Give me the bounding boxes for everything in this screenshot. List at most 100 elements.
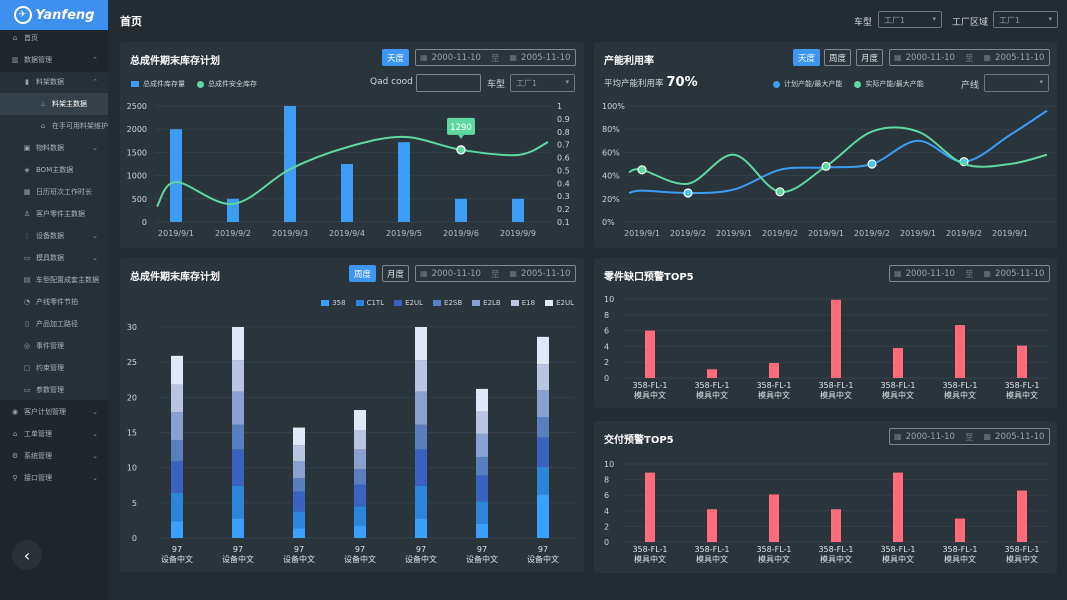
inventory-panel: 0 500 1000 1500 2000 2500 0.1 0.2 0.3 0.4 0.5 0.6 0.… — [120, 42, 584, 248]
date-range-picker[interactable]: ▦ 2000-11-10 至 ▦ 2005-11-10 — [415, 265, 576, 282]
sidebar-item[interactable]: ⌂ 工单管理 ⌄ — [0, 423, 108, 445]
y-tick-label: 1500 — [127, 148, 147, 157]
sidebar-item[interactable]: ▭ 参数管理 — [0, 379, 108, 401]
sidebar-item[interactable]: ◔ 产线零件节拍 — [0, 291, 108, 313]
week-button[interactable]: 周度 — [824, 49, 852, 66]
sidebar-item[interactable]: ⌂ 在手可用料架维护 — [0, 115, 108, 137]
house-icon: ⌂ — [40, 122, 46, 130]
area-select[interactable]: 工厂1 — [993, 11, 1058, 28]
sidebar-item[interactable]: ▦ 日历班次工作时长 — [0, 181, 108, 203]
sidebar-item[interactable]: ▢ 约束管理 — [0, 357, 108, 379]
calendar-icon: ▦ — [983, 432, 992, 441]
legend: 358 C1TL E2UL E2SB E2LB E18 E2UL — [321, 299, 574, 307]
y-tick-label: 40% — [602, 172, 620, 181]
start-date[interactable]: 2000-11-10 — [431, 268, 481, 279]
sidebar-item[interactable]: ◉ 客户计划管理 ⌄ — [0, 401, 108, 423]
date-range-picker[interactable]: ▦ 2000-11-10 至 ▦ 2005-11-10 — [889, 49, 1050, 66]
date-range-picker[interactable]: ▦ 2000-11-10 至 ▦ 2005-11-10 — [889, 428, 1050, 445]
sidebar-item[interactable]: ⌂ 首页 — [0, 27, 108, 49]
sidebar-item-label: 数据管理 — [24, 56, 52, 64]
stacked-bar-segment — [171, 461, 183, 493]
end-date[interactable]: 2005-11-10 — [995, 268, 1045, 279]
x-tick-label: 358-FL-1 模具中文 — [1004, 381, 1039, 400]
chevron-down-icon[interactable]: ⌄ — [92, 474, 98, 482]
sidebar-item-label: 首页 — [24, 34, 38, 42]
legend-label: C1TL — [366, 299, 385, 307]
y-tick-label: 4 — [604, 507, 609, 516]
end-date[interactable]: 2005-11-10 — [995, 431, 1045, 442]
day-button[interactable]: 天度 — [793, 49, 821, 66]
sidebar-item[interactable]: ▯ 产品加工路径 — [0, 313, 108, 335]
stacked-bar-segment — [232, 360, 244, 392]
end-date[interactable]: 2005-11-10 — [521, 268, 571, 279]
end-date[interactable]: 2005-11-10 — [521, 52, 571, 63]
start-date[interactable]: 2000-11-10 — [431, 52, 481, 63]
car-type-select[interactable]: 工厂1 — [510, 74, 575, 92]
bar — [831, 509, 841, 542]
date-range-picker[interactable]: ▦ 2000-11-10 至 ▦ 2005-11-10 — [889, 265, 1050, 282]
sidebar-item[interactable]: ▤ 车型配置成套主数据 — [0, 269, 108, 291]
car-type-label: 车型 — [854, 18, 873, 28]
sidebar-item-label: 车型配置成套主数据 — [36, 276, 99, 284]
stacked-bar-segment — [171, 412, 183, 441]
sidebar-item-label: 物料数据 — [36, 144, 64, 152]
logo-icon: ✈ — [13, 6, 32, 24]
x-tick-label: 2019/9/1 — [716, 229, 752, 238]
sidebar-item[interactable]: ◎ 事件管理 — [0, 335, 108, 357]
month-button[interactable]: 月度 — [856, 49, 884, 66]
start-date[interactable]: 2000-11-10 — [905, 431, 955, 442]
calendar-icon: ▦ — [509, 269, 518, 278]
chevron-down-icon[interactable]: ⌄ — [92, 144, 98, 152]
sidebar-item[interactable]: ▭ 模具数据 ⌄ — [0, 247, 108, 269]
chevron-down-icon[interactable]: ⌄ — [92, 254, 98, 262]
sidebar-item[interactable]: ⚲ 接口管理 ⌄ — [0, 467, 108, 489]
stacked-bar-segment — [476, 433, 488, 458]
y-tick-label: 2500 — [127, 102, 147, 111]
car-type-select[interactable]: 工厂1 — [878, 11, 942, 28]
bar — [645, 472, 655, 542]
collapse-sidebar-button[interactable]: ‹ — [12, 540, 42, 570]
chevron-down-icon[interactable]: ⌄ — [92, 408, 98, 416]
date-separator: 至 — [964, 269, 974, 280]
chevron-up-icon[interactable]: ⌃ — [92, 78, 98, 86]
date-range-picker[interactable]: ▦ 2000-11-10 至 ▦ 2005-11-10 — [415, 49, 576, 66]
sidebar-item[interactable]: ▣ 物料数据 ⌄ — [0, 137, 108, 159]
line-label: 产线 — [961, 81, 980, 91]
panel-title: 交付预警TOP5 — [604, 435, 674, 446]
logo[interactable]: ✈ Yanfeng — [0, 0, 108, 30]
calendar-icon: ▦ — [420, 269, 428, 278]
stacked-bar-segment — [232, 391, 244, 425]
line-select[interactable] — [984, 74, 1049, 92]
sidebar-item[interactable]: ♙ 客户零件主数据 — [0, 203, 108, 225]
sidebar-item[interactable]: ⊥ 料架主数据 — [0, 93, 108, 115]
y-tick-label: 0.2 — [557, 205, 570, 214]
month-button[interactable]: 月度 — [382, 265, 410, 282]
y-tick-label: 1000 — [127, 172, 147, 181]
stacked-bar-segment — [293, 491, 305, 512]
day-button[interactable]: 天度 — [382, 49, 410, 66]
legend: 计划产能/最大产能 实际产能/最大产能 — [773, 79, 924, 89]
stacked-bar-segment — [293, 528, 305, 538]
y-tick-label: 0.9 — [557, 115, 570, 124]
bar — [645, 330, 655, 378]
x-tick-label: 2019/9/6 — [443, 229, 479, 238]
data-point — [821, 161, 831, 171]
chevron-down-icon[interactable]: ⌄ — [92, 452, 98, 460]
start-date[interactable]: 2000-11-10 — [905, 52, 955, 63]
y-tick-label: 0.1 — [557, 218, 570, 227]
chevron-up-icon[interactable]: ⌃ — [92, 56, 98, 64]
chevron-down-icon[interactable]: ⌄ — [92, 232, 98, 240]
end-date[interactable]: 2005-11-10 — [995, 52, 1045, 63]
x-tick-label: 2019/9/2 — [670, 229, 706, 238]
chevron-down-icon[interactable]: ⌄ — [92, 430, 98, 438]
y-tick-label: 5 — [132, 499, 137, 508]
sidebar-item[interactable]: ⚙ 系统管理 ⌄ — [0, 445, 108, 467]
qad-input[interactable] — [416, 74, 481, 92]
start-date[interactable]: 2000-11-10 — [905, 268, 955, 279]
sidebar-item[interactable]: ⋮ 设备数据 ⌄ — [0, 225, 108, 247]
y-tick-label: 2 — [604, 358, 609, 367]
sidebar-item[interactable]: ▮ 料架数据 ⌃ — [0, 71, 108, 93]
sidebar-item[interactable]: ◈ BOM主数据 — [0, 159, 108, 181]
sidebar-item[interactable]: ▥ 数据管理 ⌃ — [0, 49, 108, 71]
week-button[interactable]: 周度 — [349, 265, 377, 282]
